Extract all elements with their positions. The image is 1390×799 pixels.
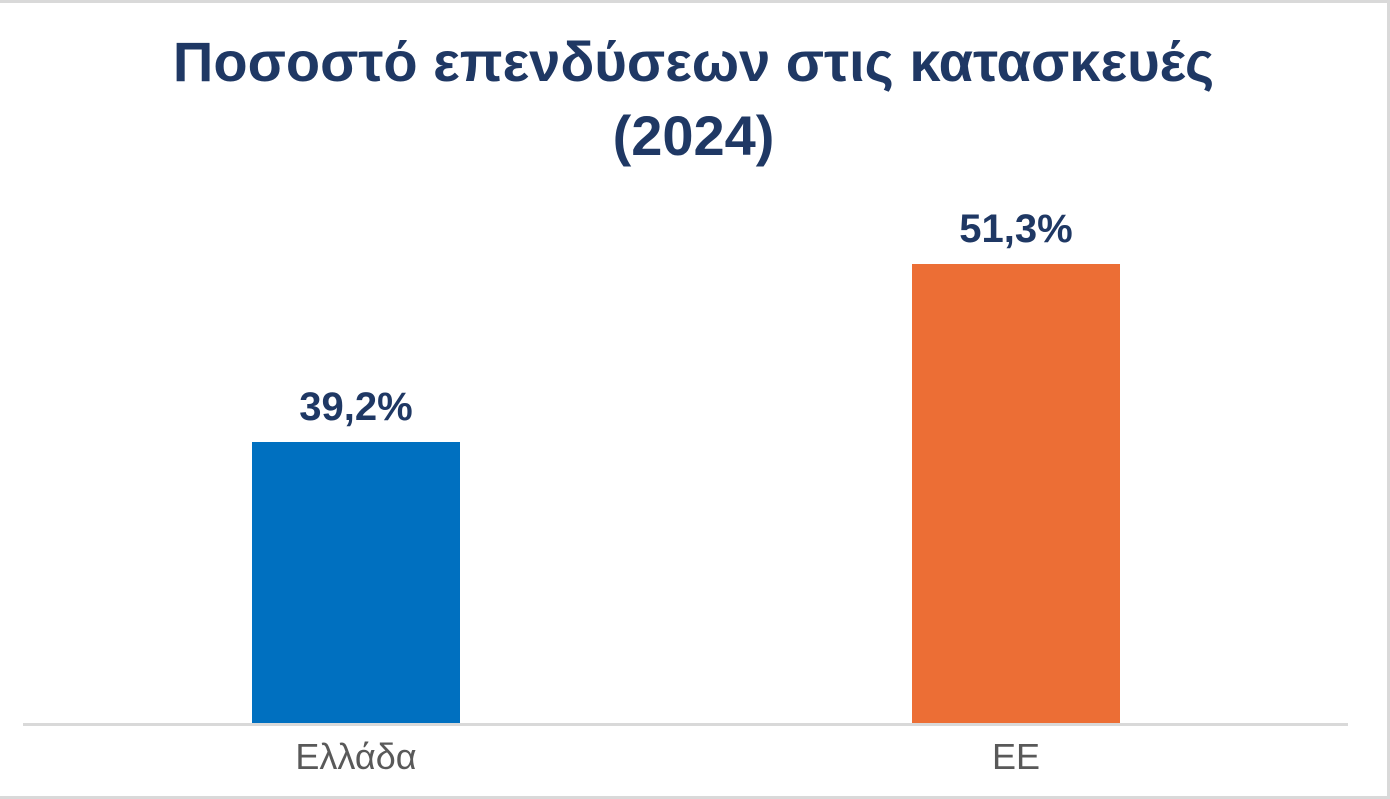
value-label-greece: 39,2% (299, 385, 413, 429)
category-label-eu: ΕΕ (991, 736, 1041, 777)
bar-column-greece: 39,2% (252, 384, 460, 723)
chart-title-line1: Ποσοστό επενδύσεων στις κατασκευές (172, 30, 1215, 93)
chart-title-line2: (2024) (612, 104, 775, 167)
category-label-greece: Ελλάδα (295, 736, 417, 777)
value-label-eu: 51,3% (959, 207, 1073, 251)
bar-greece (252, 442, 460, 723)
bar-eu (912, 264, 1120, 723)
chart-title: Ποσοστό επενδύσεων στις κατασκευές (2024… (0, 3, 1387, 173)
plot-area: 39,2% 51,3% (23, 137, 1348, 726)
bar-column-eu: 51,3% (912, 206, 1120, 723)
